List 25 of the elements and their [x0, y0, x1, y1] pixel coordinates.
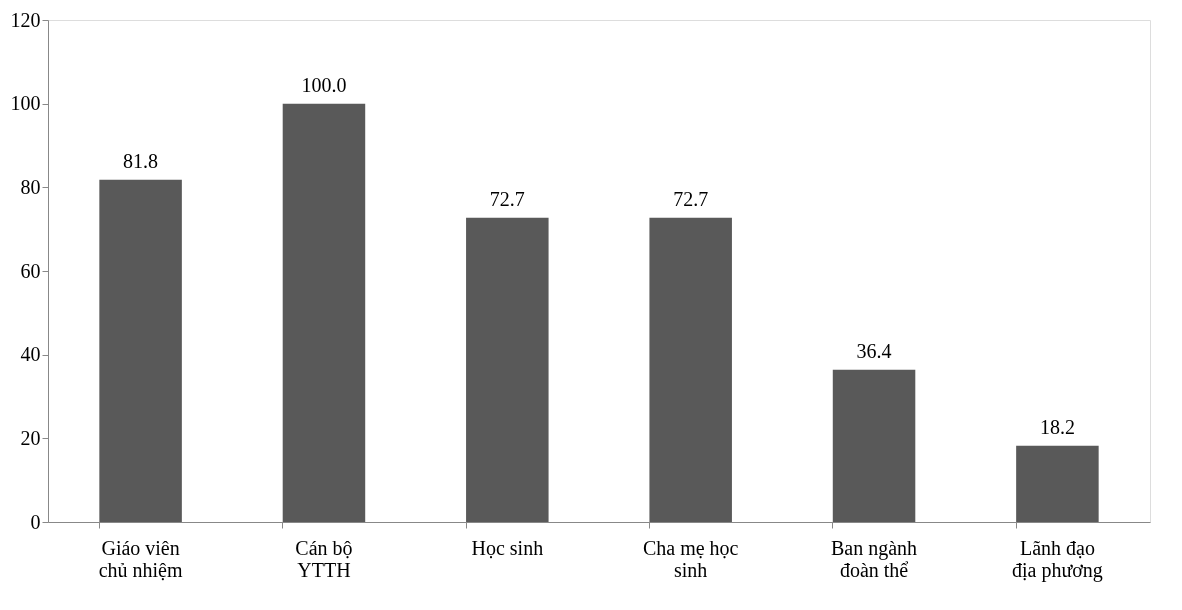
y-tick-label: 120: [10, 8, 41, 31]
x-tick-label: Học sinh: [471, 536, 544, 559]
y-tick-label: 100: [10, 92, 41, 115]
data-label: 72.7: [673, 187, 709, 210]
data-label: 100.0: [301, 73, 347, 96]
y-tick-label: 0: [30, 510, 41, 533]
bar: [282, 103, 366, 522]
data-label: 72.7: [489, 187, 525, 210]
y-tick-label: 20: [20, 426, 41, 449]
y-tick-label: 60: [20, 259, 41, 282]
bar: [832, 369, 916, 522]
x-tick-label: Giáo viên chủ nhiệm: [98, 536, 183, 581]
y-tick-label: 80: [20, 175, 41, 198]
x-tick-label: Lãnh đạo địa phương: [1011, 536, 1103, 582]
y-tick-label: 40: [20, 343, 41, 366]
bar: [466, 217, 549, 522]
data-label: 81.8: [123, 149, 159, 172]
x-tick-label: Cha mẹ học sinh: [642, 536, 739, 581]
bar: [649, 217, 732, 522]
bar: [1016, 445, 1099, 522]
x-tick-label: Ban ngành đoàn thể: [830, 536, 918, 581]
data-label: 36.4: [856, 339, 892, 362]
bar: [99, 179, 182, 522]
x-tick-label: Cán bộ YTTH: [295, 536, 353, 581]
data-label: 18.2: [1039, 415, 1075, 438]
